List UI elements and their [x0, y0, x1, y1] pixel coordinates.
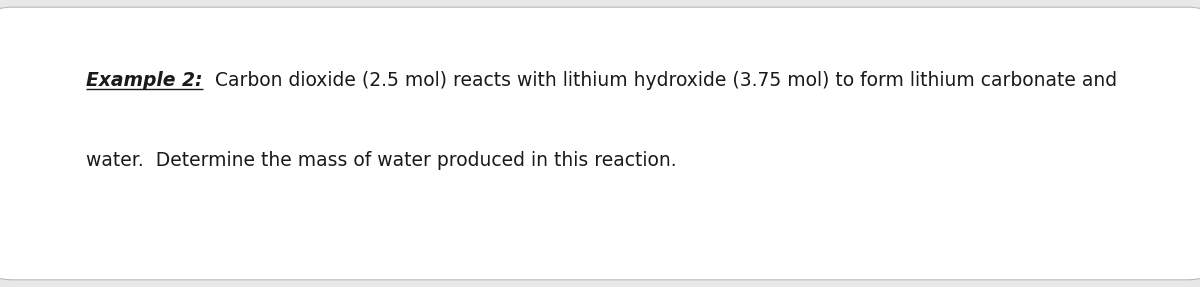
Text: Example 2:: Example 2: [86, 71, 203, 90]
Text: water.  Determine the mass of water produced in this reaction.: water. Determine the mass of water produ… [86, 151, 677, 170]
Text: Carbon dioxide (2.5 mol) reacts with lithium hydroxide (3.75 mol) to form lithiu: Carbon dioxide (2.5 mol) reacts with lit… [203, 71, 1117, 90]
FancyBboxPatch shape [0, 7, 1200, 280]
